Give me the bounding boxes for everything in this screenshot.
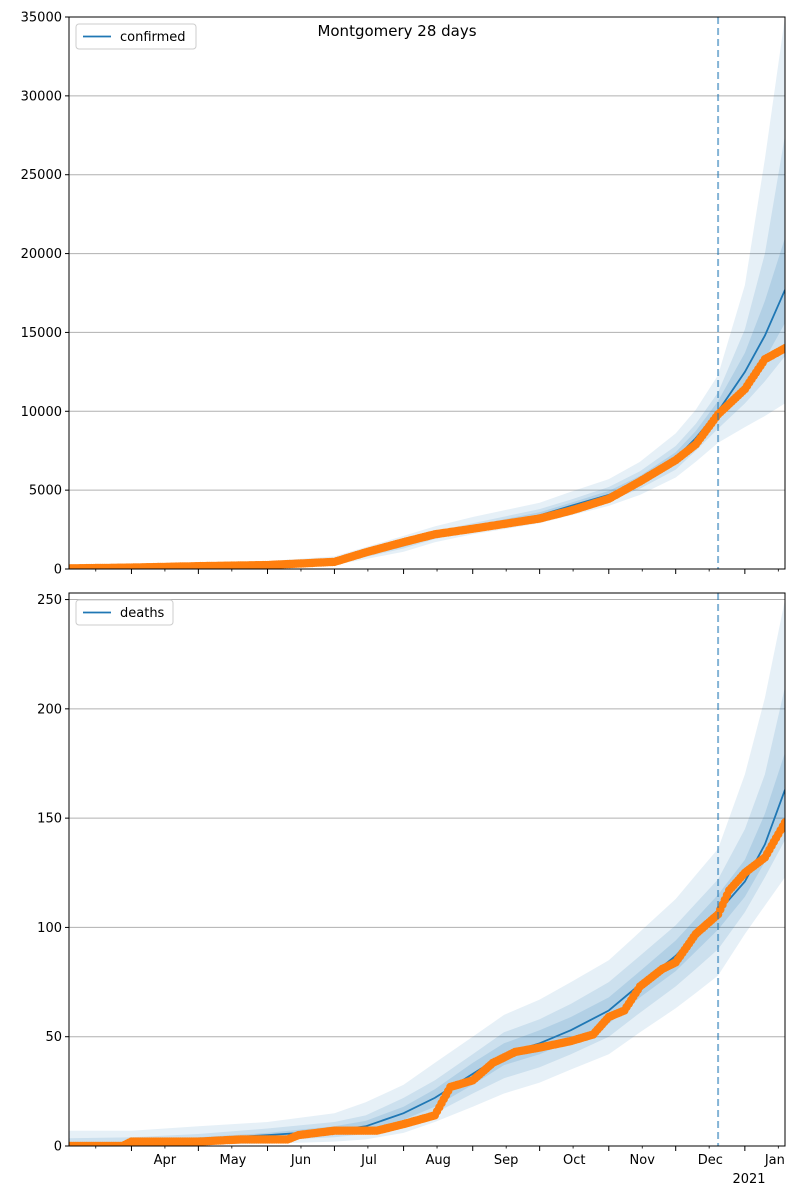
x-tick-label: Sep	[494, 1153, 519, 1168]
legend-box	[75, 23, 197, 50]
legend: deaths	[75, 599, 174, 626]
y-tick-label: 25000	[21, 168, 62, 183]
uncertainty-band	[69, 237, 785, 569]
observed-series	[69, 818, 785, 1146]
x-year-label: 2021	[732, 1172, 765, 1187]
y-tick-label: 250	[37, 593, 62, 608]
axes-frame	[68, 592, 786, 1147]
legend: confirmed	[75, 23, 197, 50]
y-tick-label: 10000	[21, 405, 62, 420]
plot-area	[69, 599, 785, 1146]
observed-series	[69, 344, 785, 569]
observed-point	[780, 344, 785, 353]
uncertainty-band	[69, 17, 785, 569]
y-tick-label: 0	[54, 1140, 62, 1155]
axes-frame	[68, 16, 786, 570]
deaths-panel: 0 50 100 150 200 250 Apr May Jun Jul Aug Sep Oct Nov D…	[37, 592, 786, 1168]
x-tick-label: Oct	[563, 1153, 585, 1168]
uncertainty-band	[69, 687, 785, 1146]
x-tick-label: Jan	[764, 1153, 785, 1168]
uncertainty-band	[69, 135, 785, 569]
y-tick-label: 0	[54, 563, 62, 578]
x-tick-label: Nov	[630, 1153, 656, 1168]
x-tick-label: Jul	[360, 1153, 377, 1168]
x-tick-label: Aug	[425, 1153, 450, 1168]
legend-label: confirmed	[120, 30, 186, 45]
y-tick-label: 15000	[21, 326, 62, 341]
observed-point	[780, 818, 785, 827]
legend-box	[75, 599, 174, 626]
x-tick-label: Dec	[698, 1153, 723, 1168]
plot-area	[69, 17, 785, 569]
y-tick-label: 20000	[21, 247, 62, 262]
confirmed-panel: 0 5000 10000 15000 20000 25000 30000 35000 confi…	[21, 11, 786, 578]
legend-label: deaths	[120, 606, 165, 621]
uncertainty-band	[69, 599, 785, 1146]
y-tick-label: 30000	[21, 89, 62, 104]
y-tick-label: 50	[45, 1030, 62, 1045]
y-tick-label: 35000	[21, 11, 62, 26]
y-tick-label: 5000	[29, 484, 62, 499]
x-tick-label: Apr	[154, 1153, 177, 1168]
y-tick-label: 200	[37, 702, 62, 717]
x-tick-label: Jun	[290, 1153, 311, 1168]
figure-title: Montgomery 28 days	[317, 22, 476, 40]
model-line	[69, 289, 785, 569]
y-tick-label: 150	[37, 812, 62, 827]
x-tick-label: May	[219, 1153, 246, 1168]
y-tick-label: 100	[37, 921, 62, 936]
